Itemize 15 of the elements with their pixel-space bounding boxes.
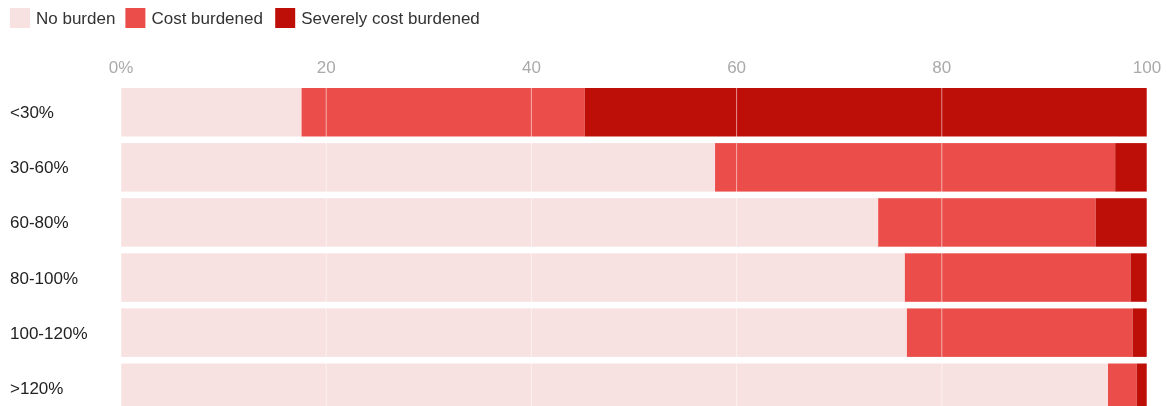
legend-label: Severely cost burdened	[301, 9, 480, 28]
y-tick-label: 100-120%	[10, 323, 88, 343]
y-tick-label: <30%	[10, 103, 54, 123]
x-tick-label: 40	[521, 58, 541, 77]
y-tick-label: 30-60%	[10, 158, 69, 178]
x-tick-label: 60	[727, 58, 747, 77]
y-tick-label: >120%	[10, 378, 64, 398]
y-tick-label: 60-80%	[10, 213, 69, 233]
legend-label: No burden	[36, 9, 116, 28]
legend-label: Cost burdened	[151, 9, 263, 28]
x-tick-label: 0%	[108, 58, 134, 77]
x-tick-label: 100	[1132, 58, 1162, 77]
y-tick-label: 80-100%	[10, 268, 79, 288]
x-tick-label: 80	[932, 58, 952, 77]
x-tick-label: 20	[316, 58, 336, 77]
